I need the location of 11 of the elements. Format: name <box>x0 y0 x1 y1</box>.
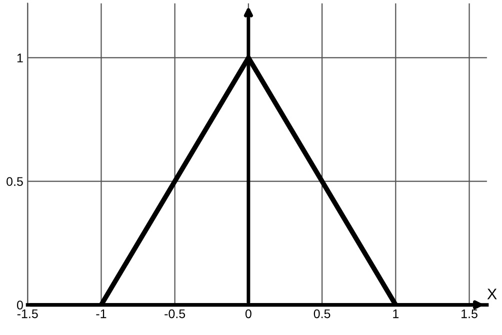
x-tick-label: 1.5 <box>462 309 478 318</box>
x-tick-label: -0.5 <box>164 309 186 318</box>
x-tick-label: 0.5 <box>314 309 330 318</box>
y-tick-label: 0 <box>16 300 23 310</box>
y-tick-label: 1 <box>17 54 23 62</box>
x-tick-label: -1.5 <box>17 309 38 318</box>
x-tick-label: 0 <box>245 309 252 318</box>
x-tick-label: -1 <box>96 309 106 318</box>
y-tick-label: 0.5 <box>6 177 23 186</box>
x-tick-label: 1 <box>393 309 399 318</box>
x-axis-title: X <box>487 288 497 300</box>
